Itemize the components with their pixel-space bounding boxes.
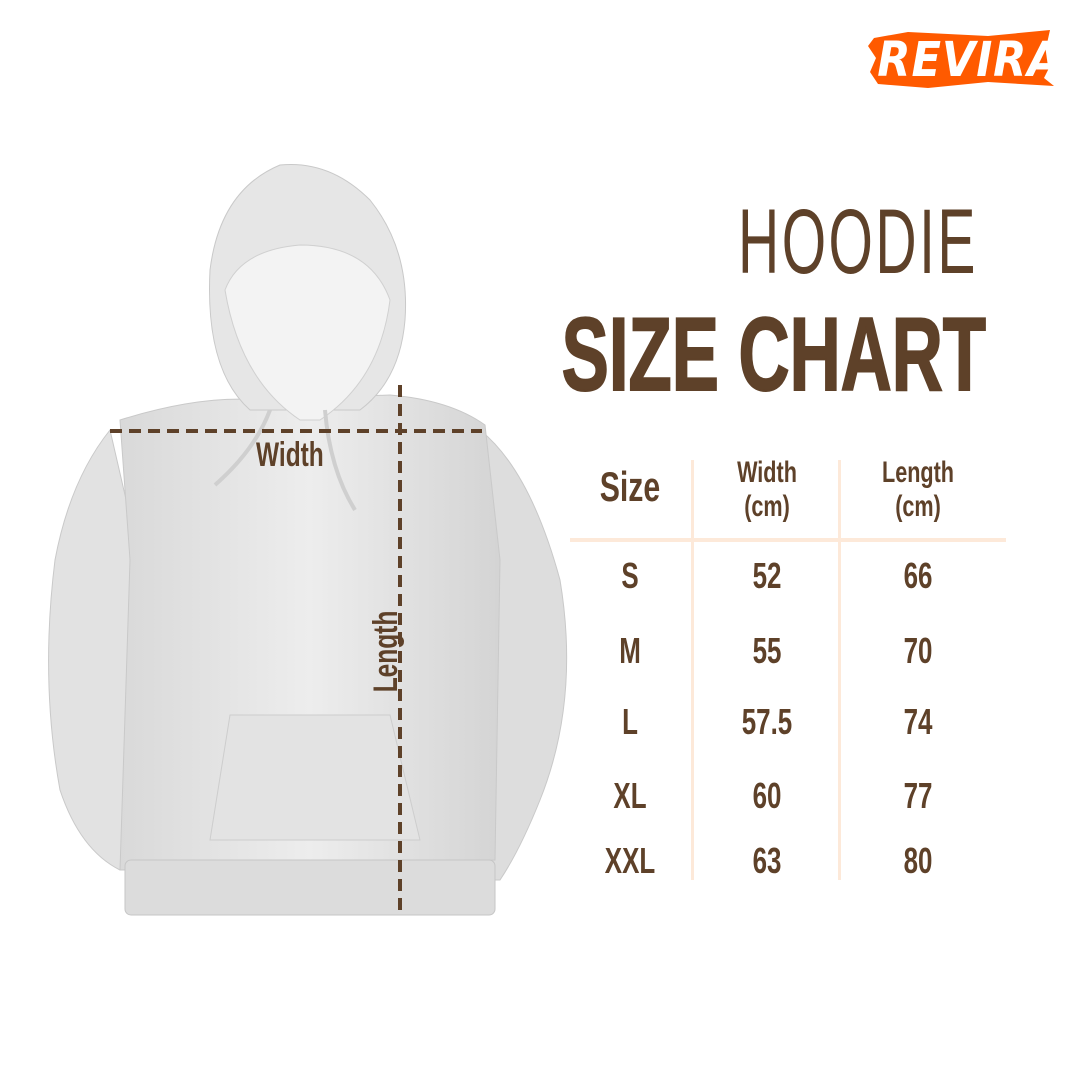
width-cell: 57.5 [741, 701, 793, 742]
logo-text: REVIRA [877, 32, 1062, 88]
header-width-label: Width [737, 456, 797, 489]
brush-stroke-background [868, 30, 1054, 88]
length-cell: 77 [903, 775, 933, 816]
header-length: Length (cm) [882, 456, 954, 524]
hoodie-illustration [48, 163, 568, 916]
size-cell: XXL [604, 840, 656, 881]
width-cell: 55 [752, 630, 782, 671]
size-cell: M [619, 630, 641, 671]
header-width-unit: (cm) [744, 490, 790, 523]
length-cell: 80 [903, 840, 933, 881]
chart-title: SIZE CHART [561, 296, 987, 414]
width-label: Width [256, 436, 324, 474]
column-divider [691, 460, 694, 880]
brand-logo: REVIRA [868, 28, 1062, 90]
width-cell: 60 [752, 775, 782, 816]
length-cell: 74 [903, 701, 933, 742]
header-length-unit: (cm) [895, 490, 941, 523]
size-cell: XL [613, 775, 647, 816]
header-divider [570, 538, 1006, 542]
size-cell: S [621, 555, 639, 596]
size-cell: L [622, 701, 638, 742]
column-divider [838, 460, 841, 880]
product-title: HOODIE [738, 191, 978, 293]
header-size: Size [599, 463, 661, 510]
length-cell: 70 [903, 630, 933, 671]
length-cell: 66 [903, 555, 933, 596]
length-label: Length [367, 610, 406, 693]
header-length-label: Length [882, 456, 954, 489]
width-cell: 52 [752, 555, 782, 596]
header-width: Width (cm) [731, 456, 803, 524]
width-cell: 63 [752, 840, 782, 881]
